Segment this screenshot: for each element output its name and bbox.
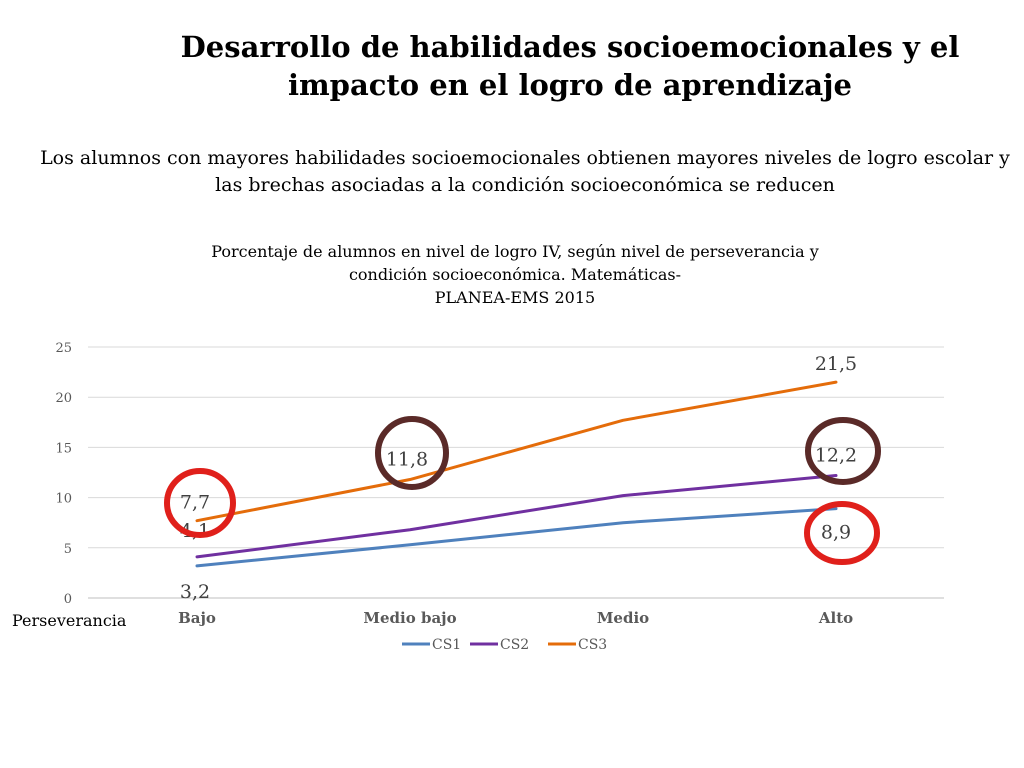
y-tick-label: 20 xyxy=(55,391,72,406)
highlight-circle xyxy=(375,416,449,490)
chart-title-line: condición socioeconómica. Matemáticas- xyxy=(348,265,682,284)
series-line-cs1 xyxy=(195,507,838,568)
y-tick-label: 15 xyxy=(55,441,72,456)
data-label: 12,2 xyxy=(815,445,857,467)
data-label: 3,2 xyxy=(180,581,210,603)
highlight-circle xyxy=(804,501,880,565)
data-label: 11,8 xyxy=(386,449,428,471)
slide-subtitle: Los alumnos con mayores habilidades soci… xyxy=(40,147,1010,196)
highlight-circle xyxy=(805,417,881,485)
data-label: 7,7 xyxy=(180,492,210,514)
chart-title: Porcentaje de alumnos en nivel de logro … xyxy=(150,240,880,309)
slide-title: Desarrollo de habilidades socioemocional… xyxy=(180,30,960,102)
highlight-circle xyxy=(164,468,236,538)
series-line-cs2 xyxy=(195,474,838,559)
x-tick-label: Bajo xyxy=(178,609,216,627)
chart-title-line: Porcentaje de alumnos en nivel de logro … xyxy=(211,242,819,261)
x-tick-label: Medio bajo xyxy=(363,609,456,627)
legend-label: CS3 xyxy=(578,637,607,653)
legend-label: CS2 xyxy=(500,637,529,653)
x-tick-label: Alto xyxy=(818,609,853,627)
y-tick-label: 10 xyxy=(55,492,72,507)
chart-title-line: PLANEA-EMS 2015 xyxy=(434,288,596,307)
series-line-cs3 xyxy=(195,380,838,523)
y-tick-label: 0 xyxy=(64,592,72,607)
data-label: 8,9 xyxy=(821,522,851,544)
data-label: 21,5 xyxy=(815,353,857,375)
legend-label: CS1 xyxy=(432,637,461,653)
x-axis-label: Perseverancia xyxy=(12,611,127,630)
y-tick-label: 25 xyxy=(55,341,72,356)
x-tick-label: Medio xyxy=(597,609,649,627)
y-tick-label: 5 xyxy=(64,542,72,557)
